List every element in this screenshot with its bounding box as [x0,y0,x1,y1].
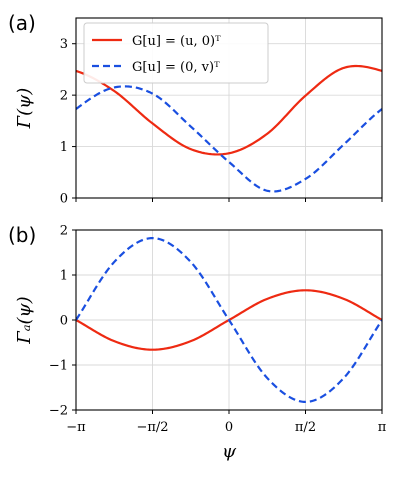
y-tick-label: 1 [60,140,68,155]
legend-label-0: G[u] = (u, 0)ᵀ [132,34,221,49]
x-tick-label: −π [66,420,86,435]
y-tick-label: 0 [60,192,68,207]
x-tick-label: 0 [225,420,233,435]
y-tick-label: 2 [60,224,68,239]
y-tick-label: −2 [49,404,68,419]
panel-b: −2 −1 0 1 2 −π −π/2 0 π/2 π (b) Γₐ(ψ) ψ [8,223,387,462]
y-tick-label: 2 [60,89,68,104]
x-axis-label: ψ [222,441,237,462]
y-tick-label: 3 [60,37,68,52]
series-line-1 [76,85,382,193]
panel-label: (b) [8,223,36,247]
series-line-1 [76,236,382,404]
panel-label: (a) [8,11,36,35]
series-line-0 [76,64,382,156]
legend-label-1: G[u] = (0, v)ᵀ [132,60,220,75]
y-axis-label: Γₐ(ψ) [14,296,35,344]
y-tick-label: 0 [60,314,68,329]
y-tick-label: −1 [49,359,68,374]
legend-box [83,22,269,84]
y-axis-label: Γ(ψ) [14,88,35,130]
x-tick-label: π/2 [295,420,316,435]
panel-a: 0 1 2 3 (a) Γ(ψ) G[u] = (u, 0)ᵀ G[u] = (0, v)ᵀ [8,11,383,207]
x-tick-label: −π/2 [136,420,168,435]
x-tick-label: π [378,420,387,435]
y-tick-label: 1 [60,269,68,284]
